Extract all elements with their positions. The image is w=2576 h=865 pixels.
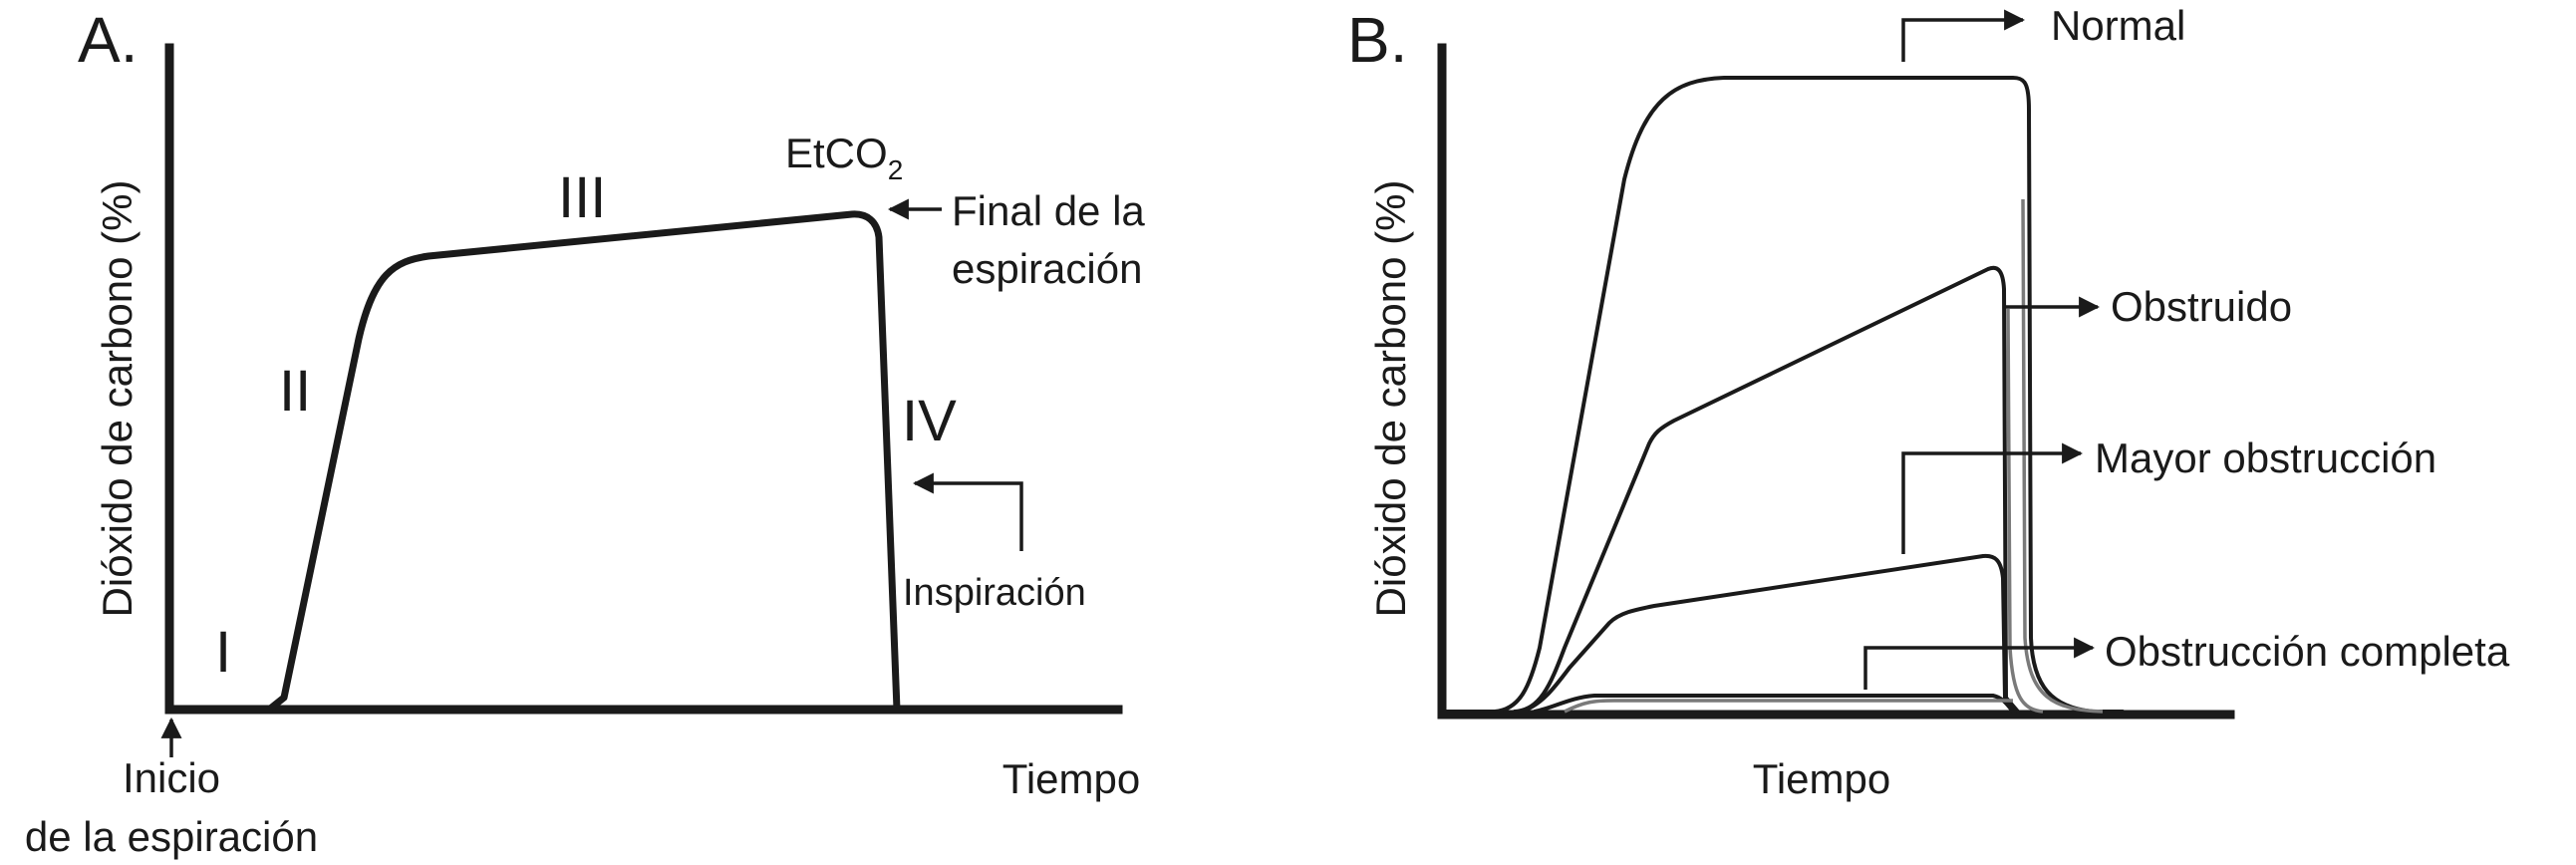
panel-a-capnogram-curve: [165, 210, 1122, 714]
normal-curve: [1440, 76, 2125, 714]
panel-b-x-axis-title: Tiempo: [1753, 755, 1891, 802]
phase-iv-label: IV: [902, 389, 957, 453]
obstruido-label: Obstruido: [2111, 283, 2292, 330]
obstruccion-completa-label: Obstrucción completa: [2105, 628, 2510, 675]
normal-pointer-arrow: [1901, 9, 2026, 62]
start-expiration-label-line2: de la espiración: [25, 813, 318, 860]
phase-i-label: I: [215, 620, 231, 685]
panel-b-y-axis-title: Dióxido de carbono (%): [1367, 180, 1414, 618]
obstruido-trace-shadow: [2006, 308, 2044, 714]
panel-a: A. Dióxido de carbono (%) I II III IV Et…: [25, 4, 1146, 860]
panel-a-y-axis-title: Dióxido de carbono (%): [94, 180, 141, 618]
panel-a-letter: A.: [78, 4, 138, 76]
etco2-label: EtCO2: [785, 130, 903, 185]
obstruccion-completa-pointer-arrow: [1863, 637, 2096, 690]
start-expiration-label-line1: Inicio: [123, 754, 220, 801]
panel-b: B. Dióxido de carbono (%) Normal Obstrui…: [1347, 2, 2510, 802]
inspiration-arrow: [912, 472, 1023, 551]
obstruccion-completa-curve: [1533, 694, 2015, 714]
phase-ii-label: II: [279, 359, 311, 424]
obstruccion-completa-trace-shadow: [1564, 699, 2013, 714]
phase-iii-label: III: [558, 165, 606, 230]
normal-label: Normal: [2051, 2, 2185, 49]
mayor-obstruccion-curve: [1518, 553, 2017, 714]
end-expiration-label-line2: espiración: [952, 245, 1142, 292]
panel-b-letter: B.: [1347, 4, 1407, 76]
mayor-obstruccion-pointer-arrow: [1901, 442, 2084, 554]
normal-trace-shadow: [2021, 198, 2104, 714]
obstruido-curve: [1513, 265, 2020, 714]
end-expiration-label-line1: Final de la: [952, 187, 1145, 234]
mayor-obstruccion-label: Mayor obstrucción: [2095, 434, 2436, 481]
inspiration-label: Inspiración: [903, 572, 1086, 614]
panel-a-x-axis-title: Tiempo: [1002, 755, 1141, 802]
